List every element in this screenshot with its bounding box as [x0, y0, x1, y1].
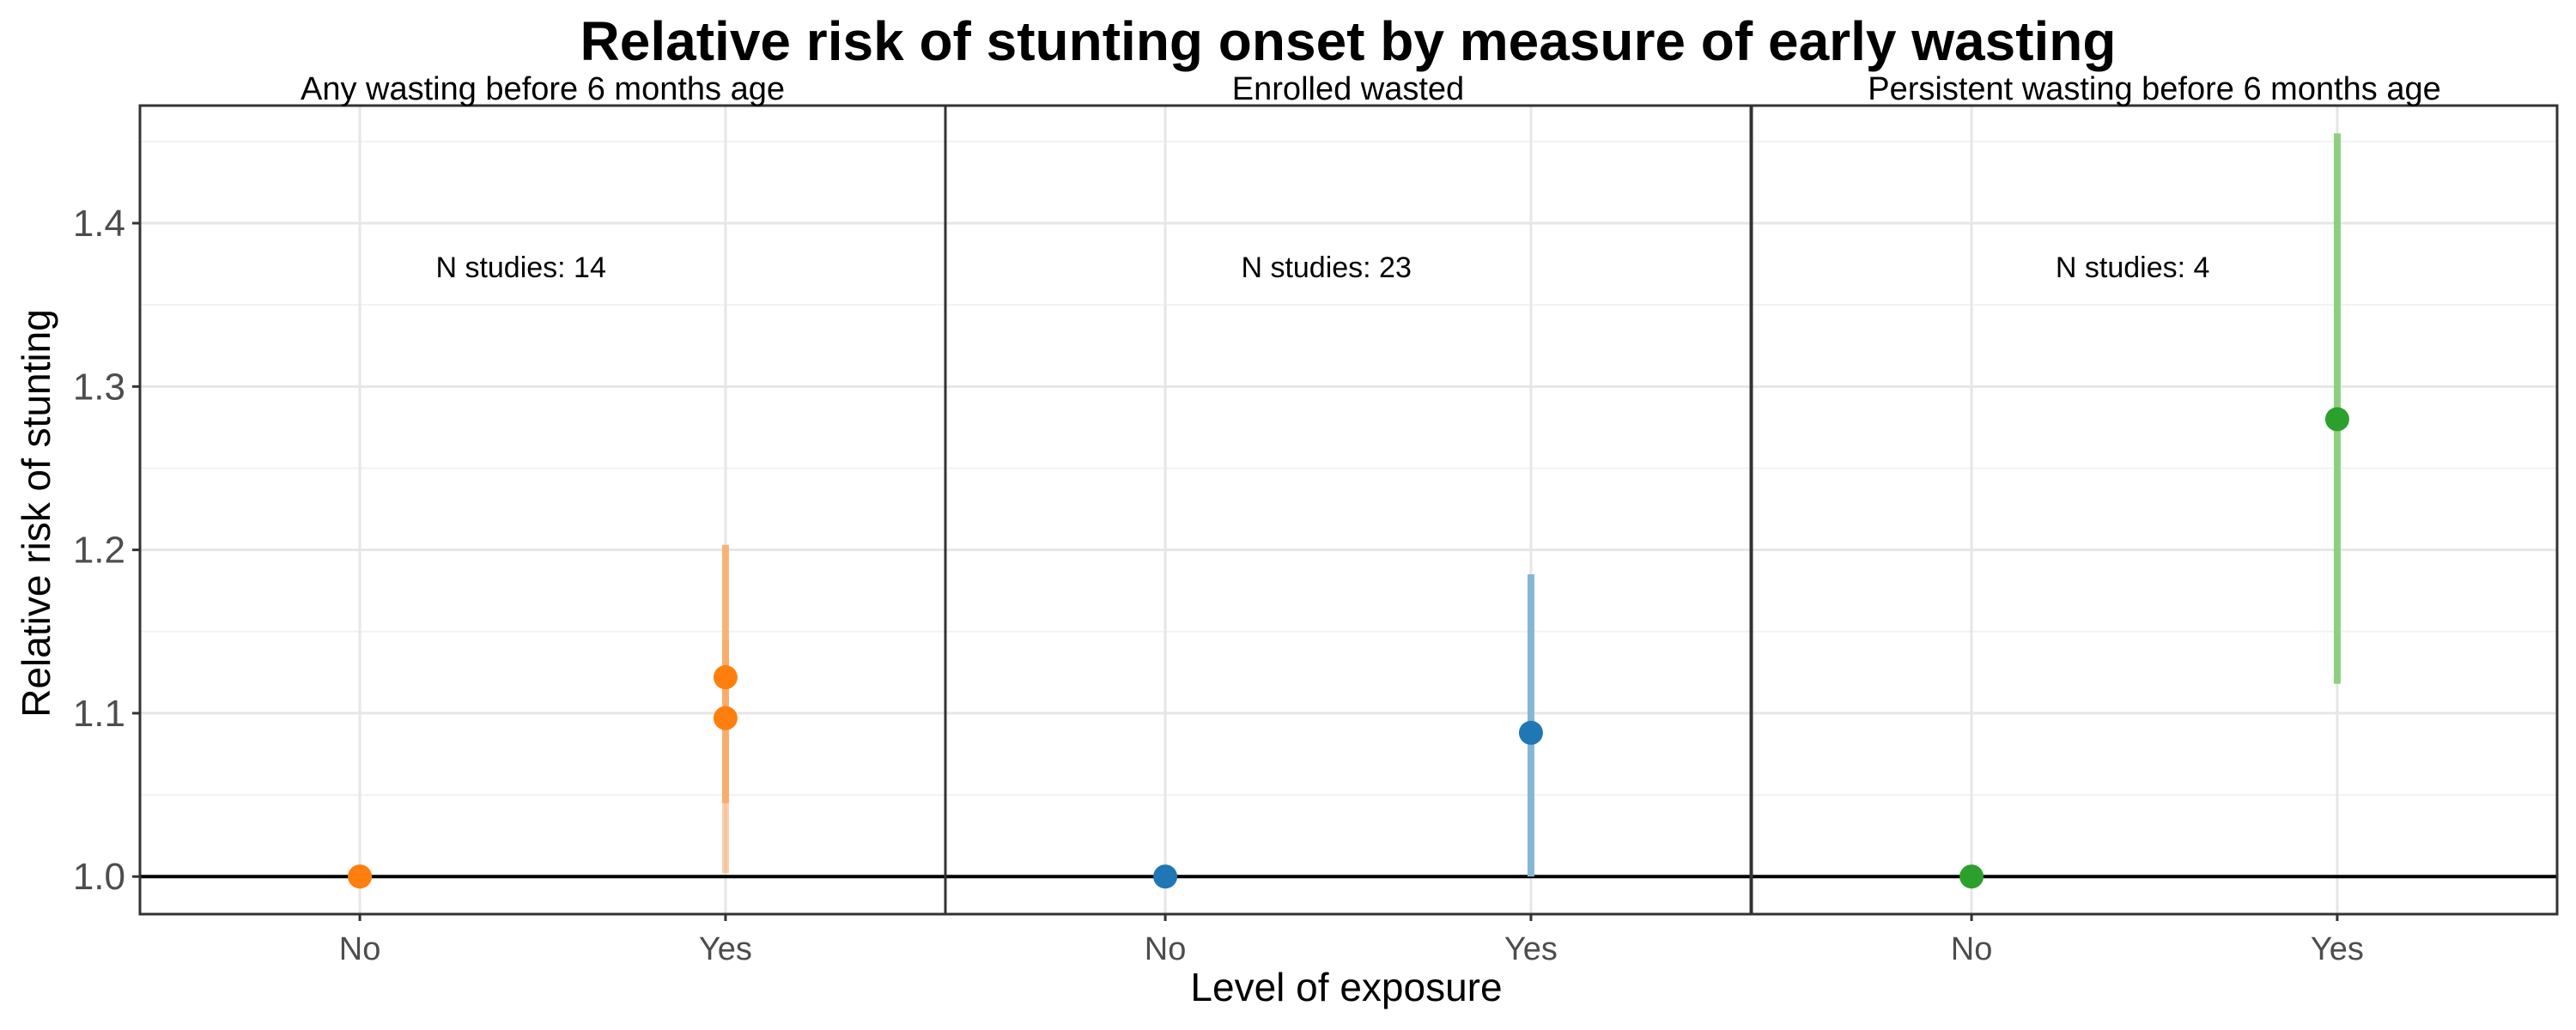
x-tick-label: No — [1145, 931, 1187, 967]
y-tick-label: 1.0 — [73, 856, 125, 898]
data-point — [1959, 864, 1984, 889]
data-point — [2324, 407, 2349, 432]
studies-annotation: N studies: 23 — [1241, 251, 1411, 284]
panel-border — [1750, 104, 2559, 916]
studies-annotation: N studies: 4 — [2056, 251, 2210, 284]
y-tick-label: 1.4 — [73, 203, 125, 245]
x-tick-label: No — [1951, 931, 1993, 967]
y-tick-label: 1.3 — [73, 366, 125, 408]
panel-background — [1752, 106, 2557, 914]
y-tick-label: 1.1 — [73, 693, 125, 735]
data-point — [348, 864, 373, 889]
data-point — [713, 665, 738, 690]
data-point — [713, 706, 738, 730]
panel-title: Enrolled wasted — [1232, 71, 1464, 107]
x-axis-label: Level of exposure — [1190, 965, 1502, 1009]
panel-background — [945, 106, 1751, 914]
data-point — [1153, 864, 1178, 889]
x-tick-label: No — [339, 931, 381, 967]
plot-area: N studies: 14 Any wasting before 6 months… — [73, 71, 2559, 967]
data-point — [1518, 720, 1543, 745]
studies-annotation: N studies: 14 — [435, 251, 605, 284]
panel-title: Persistent wasting before 6 months age — [1868, 71, 2441, 107]
x-tick-label: Yes — [699, 931, 752, 967]
panel-title: Any wasting before 6 months age — [301, 71, 785, 107]
chart-title: Relative risk of stunting onset by measu… — [580, 10, 2117, 72]
y-axis-label: Relative risk of stunting — [14, 309, 58, 718]
x-tick-label: Yes — [1504, 931, 1558, 967]
y-tick-label: 1.2 — [73, 530, 125, 572]
x-tick-label: Yes — [2311, 931, 2364, 967]
panel-background — [140, 106, 945, 914]
